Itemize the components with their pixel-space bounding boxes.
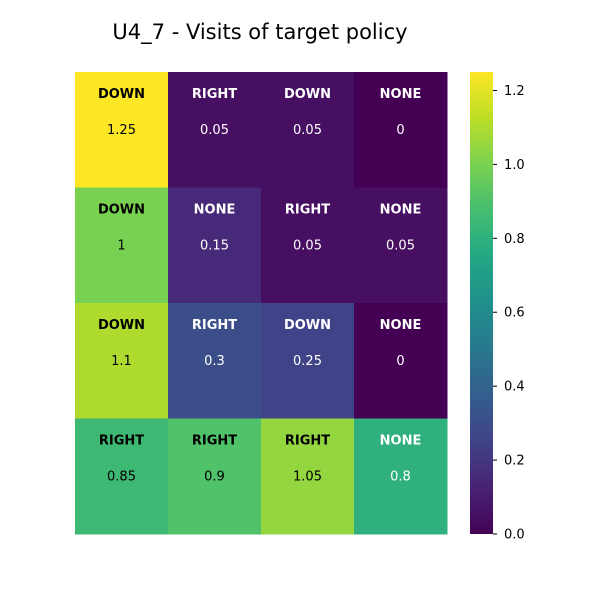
cell-value-label: 0.05: [293, 123, 322, 138]
heatmap-cell-r1-c0: [75, 187, 169, 304]
heatmap-cell-r1-c1: [168, 187, 262, 304]
cell-action-label: NONE: [380, 434, 422, 449]
cell-value-label: 0.25: [293, 354, 322, 369]
cell-action-label: NONE: [380, 203, 422, 218]
cell-action-label: RIGHT: [285, 434, 330, 449]
chart-title: U4_7 - Visits of target policy: [112, 20, 408, 44]
heatmap-cell-r1-c2: [261, 187, 355, 304]
cell-action-label: RIGHT: [192, 318, 237, 333]
heatmap-cell-r2-c3: [354, 303, 448, 419]
colorbar-tick-label: 0.2: [504, 454, 525, 469]
colorbar: 0.0 0.2 0.4 0.6 0.8 1.0 1.2: [470, 72, 525, 543]
heatmap-cell-r2-c2: [261, 303, 355, 419]
cell-action-label: RIGHT: [99, 434, 144, 449]
cell-value-label: 0.9: [204, 470, 225, 485]
colorbar-tick-label: 0.0: [504, 528, 525, 543]
heatmap-cell-r3-c2: [261, 418, 355, 535]
cell-value-label: 0: [396, 354, 404, 369]
colorbar-tick-label: 1.0: [504, 158, 525, 173]
cell-value-label: 0.85: [107, 470, 136, 485]
cell-value-label: 0.05: [386, 239, 415, 254]
heatmap-cell-r2-c0: [75, 303, 169, 419]
cell-action-label: DOWN: [98, 318, 145, 333]
cell-action-label: RIGHT: [192, 434, 237, 449]
cell-action-label: DOWN: [284, 87, 331, 102]
cell-action-label: DOWN: [98, 87, 145, 102]
heatmap-cell-r0-c2: [261, 72, 355, 188]
heatmap-cell-r3-c1: [168, 418, 262, 535]
cell-value-label: 0.05: [200, 123, 229, 138]
cell-action-label: NONE: [380, 87, 422, 102]
cell-value-label: 0.3: [204, 354, 225, 369]
heatmap-cell-r1-c3: [354, 187, 448, 304]
cell-action-label: DOWN: [98, 203, 145, 218]
cell-value-label: 0: [396, 123, 404, 138]
colorbar-tick-label: 0.8: [504, 232, 525, 247]
cell-value-label: 0.05: [293, 239, 322, 254]
heatmap-cell-r2-c1: [168, 303, 262, 419]
colorbar-gradient: [470, 72, 493, 534]
heatmap-cell-r3-c0: [75, 418, 169, 535]
cell-value-label: 0.8: [390, 470, 411, 485]
cell-value-label: 0.15: [200, 239, 229, 254]
colorbar-tick-label: 0.4: [504, 380, 525, 395]
cell-action-label: NONE: [380, 318, 422, 333]
heatmap-cell-r0-c3: [354, 72, 448, 188]
heatmap-cell-r3-c3: [354, 418, 448, 535]
cell-value-label: 1.25: [107, 123, 136, 138]
cell-action-label: RIGHT: [192, 87, 237, 102]
heatmap-cell-r0-c0: [75, 72, 169, 188]
cell-value-label: 1.1: [111, 354, 132, 369]
cell-action-label: RIGHT: [285, 203, 330, 218]
heatmap-cell-r0-c1: [168, 72, 262, 188]
heatmap-labels: DOWN 1.25 RIGHT 0.05 DOWN 0.05 NONE 0 DOWN 1 NONE 0…: [98, 87, 421, 485]
cell-action-label: NONE: [194, 203, 236, 218]
heatmap-cells: [75, 72, 448, 535]
colorbar-tick-label: 0.6: [504, 306, 525, 321]
cell-action-label: DOWN: [284, 318, 331, 333]
colorbar-tick-label: 1.2: [504, 84, 525, 99]
cell-value-label: 1: [117, 239, 125, 254]
cell-value-label: 1.05: [293, 470, 322, 485]
